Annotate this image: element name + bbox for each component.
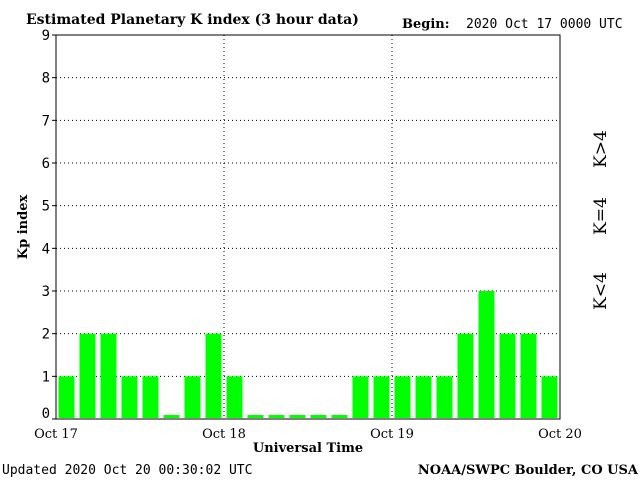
x-tick-labels: Oct 17 Oct 18 Oct 19 Oct 20 <box>34 427 582 442</box>
kp-bar <box>205 333 222 418</box>
kp-bar <box>478 291 495 418</box>
kp-bar <box>394 376 411 418</box>
kp-bar <box>373 376 390 418</box>
y-tick-label: 5 <box>42 199 50 215</box>
begin-value: 2020 Oct 17 0000 UTC <box>466 17 623 32</box>
legend-k-less: K<4 <box>591 272 611 310</box>
kp-bar <box>520 333 537 418</box>
x-tick-label: Oct 20 <box>538 427 582 442</box>
plot-frame <box>55 34 561 420</box>
kp-bar <box>163 415 180 418</box>
y-tick-label: 1 <box>42 369 50 385</box>
kp-bar <box>352 376 369 418</box>
kp-bar <box>541 376 558 418</box>
legend-k-greater: K>4 <box>591 130 611 168</box>
x-tick-label: Oct 17 <box>34 427 78 442</box>
y-tick-label: 9 <box>42 28 50 44</box>
y-tick-labels: 0 1 2 3 4 5 6 7 8 9 <box>42 28 50 422</box>
begin-label: Begin: <box>402 17 450 32</box>
kp-bar <box>121 376 138 418</box>
kp-bar <box>331 415 348 418</box>
kp-bar <box>415 376 432 418</box>
kp-bar <box>100 333 117 418</box>
y-tick-label: 0 <box>42 406 50 422</box>
x-tick-label: Oct 18 <box>202 427 246 442</box>
source-text: NOAA/SWPC Boulder, CO USA <box>418 463 639 478</box>
y-tick-label: 6 <box>42 156 50 172</box>
updated-text: Updated 2020 Oct 20 00:30:02 UTC <box>2 463 252 478</box>
y-tick-label: 2 <box>42 327 50 343</box>
y-tick-label: 7 <box>42 113 50 129</box>
kp-bar <box>226 376 243 418</box>
kp-bar <box>184 376 201 418</box>
kp-bar <box>142 376 159 418</box>
kp-bar <box>289 415 306 418</box>
y-tick-label: 4 <box>42 241 50 257</box>
x-tick-label: Oct 19 <box>370 427 414 442</box>
chart-title: Estimated Planetary K index (3 hour data… <box>26 12 359 28</box>
kp-bar <box>499 333 516 418</box>
y-axis-title: Kp index <box>16 195 31 260</box>
kp-bar <box>247 415 264 418</box>
x-axis-title: Universal Time <box>253 441 363 456</box>
kp-bar <box>268 415 285 418</box>
kp-bar <box>58 376 75 418</box>
bars <box>58 291 558 418</box>
legend-k-equal: K=4 <box>591 197 611 235</box>
kp-bar <box>79 333 96 418</box>
kp-bar <box>310 415 327 418</box>
grid <box>52 34 560 420</box>
y-tick-label: 3 <box>42 284 50 300</box>
y-tick-label: 8 <box>42 71 50 87</box>
kp-bar <box>457 333 474 418</box>
kp-bar <box>436 376 453 418</box>
